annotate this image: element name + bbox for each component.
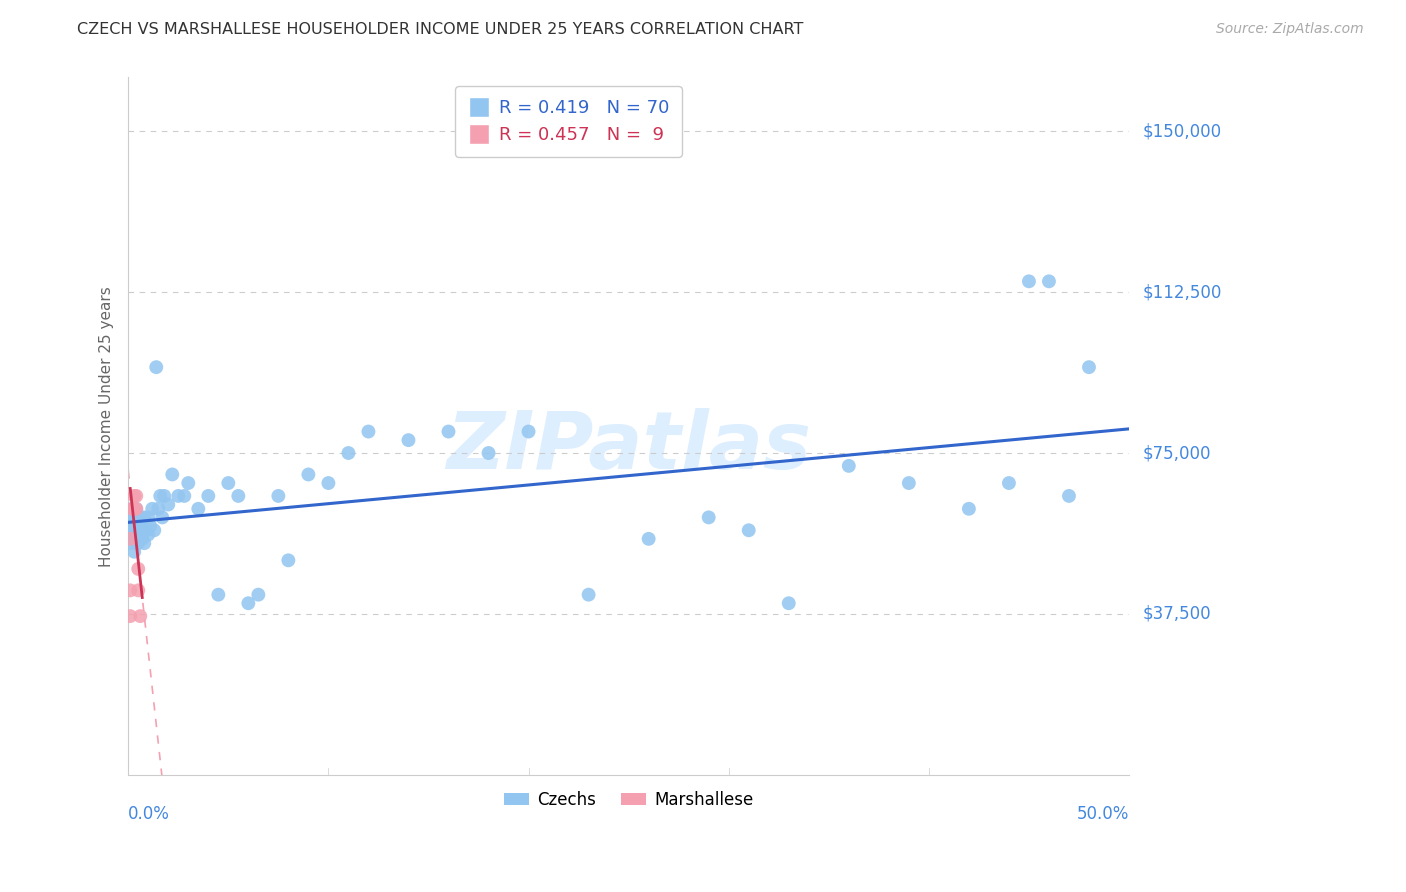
Point: [129, 510, 152, 524]
Point: [121, 519, 143, 533]
Point: [121, 501, 143, 516]
Point: [141, 501, 163, 516]
Point: [125, 489, 148, 503]
Point: [122, 489, 145, 503]
Point: [998, 476, 1021, 491]
Point: [217, 476, 239, 491]
Point: [247, 588, 270, 602]
Point: [127, 562, 149, 576]
Point: [136, 527, 159, 541]
Point: [131, 532, 153, 546]
Point: [637, 532, 659, 546]
Point: [121, 527, 143, 541]
Point: [697, 510, 720, 524]
Point: [120, 609, 142, 624]
Point: [297, 467, 319, 482]
Point: [125, 501, 148, 516]
Point: [135, 523, 157, 537]
Y-axis label: Householder Income Under 25 years: Householder Income Under 25 years: [100, 285, 114, 566]
Point: [129, 527, 152, 541]
Point: [134, 536, 156, 550]
Point: [228, 489, 250, 503]
Point: [120, 523, 142, 537]
Point: [125, 501, 148, 516]
Point: [738, 523, 761, 537]
Text: $75,000: $75,000: [1143, 444, 1212, 462]
Point: [277, 553, 299, 567]
Point: [1078, 360, 1101, 375]
Point: [207, 588, 229, 602]
Point: [267, 489, 290, 503]
Point: [1018, 274, 1040, 288]
Point: [149, 489, 172, 503]
Point: [157, 498, 180, 512]
Point: [398, 433, 420, 447]
Text: $150,000: $150,000: [1143, 122, 1222, 140]
Point: [129, 523, 152, 537]
Point: [1057, 489, 1080, 503]
Point: [125, 515, 148, 529]
Point: [197, 489, 219, 503]
Point: [120, 510, 142, 524]
Point: [122, 501, 145, 516]
Point: [778, 596, 800, 610]
Point: [120, 583, 142, 598]
Point: [177, 476, 200, 491]
Point: [131, 519, 153, 533]
Point: [143, 523, 166, 537]
Point: [121, 532, 143, 546]
Point: [1038, 274, 1060, 288]
Point: [477, 446, 499, 460]
Point: [162, 467, 184, 482]
Point: [127, 536, 149, 550]
Point: [120, 532, 142, 546]
Point: [957, 501, 980, 516]
Point: [337, 446, 360, 460]
Point: [145, 360, 167, 375]
Point: [173, 489, 195, 503]
Point: [357, 425, 380, 439]
Text: $37,500: $37,500: [1143, 605, 1212, 623]
Point: [187, 501, 209, 516]
Point: [838, 458, 860, 473]
Text: 0.0%: 0.0%: [128, 805, 170, 823]
Point: [148, 501, 170, 516]
Point: [437, 425, 460, 439]
Point: [153, 489, 176, 503]
Legend: Czechs, Marshallese: Czechs, Marshallese: [498, 784, 761, 815]
Text: $112,500: $112,500: [1143, 283, 1222, 301]
Point: [127, 532, 149, 546]
Point: [122, 510, 145, 524]
Point: [122, 519, 145, 533]
Text: 50.0%: 50.0%: [1077, 805, 1129, 823]
Point: [167, 489, 190, 503]
Point: [121, 501, 143, 516]
Text: Source: ZipAtlas.com: Source: ZipAtlas.com: [1216, 22, 1364, 37]
Point: [127, 583, 149, 598]
Point: [122, 532, 145, 546]
Point: [150, 510, 173, 524]
Text: CZECH VS MARSHALLESE HOUSEHOLDER INCOME UNDER 25 YEARS CORRELATION CHART: CZECH VS MARSHALLESE HOUSEHOLDER INCOME …: [77, 22, 804, 37]
Point: [139, 519, 162, 533]
Point: [318, 476, 340, 491]
Point: [129, 609, 152, 624]
Point: [897, 476, 920, 491]
Point: [127, 519, 149, 533]
Point: [122, 545, 145, 559]
Point: [134, 510, 156, 524]
Point: [121, 536, 143, 550]
Point: [136, 510, 159, 524]
Point: [578, 588, 600, 602]
Point: [517, 425, 540, 439]
Point: [238, 596, 260, 610]
Point: [125, 527, 148, 541]
Text: ZIPatlas: ZIPatlas: [446, 409, 811, 486]
